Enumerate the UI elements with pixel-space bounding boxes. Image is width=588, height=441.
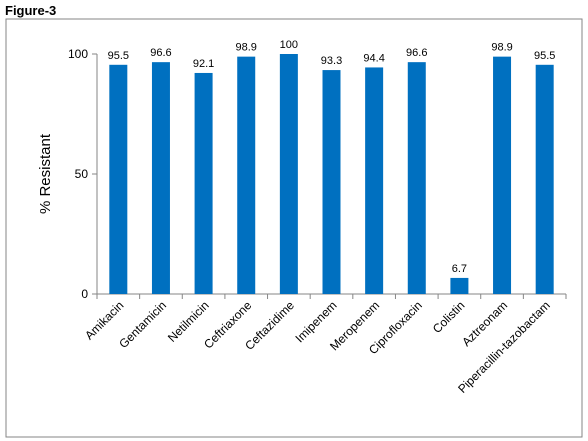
data-label: 96.6 [150,47,171,59]
data-label: 93.3 [321,55,342,67]
bars [109,54,554,295]
data-label: 94.4 [363,52,384,64]
bar [450,277,469,294]
data-label: 98.9 [236,42,257,54]
bar [407,62,426,294]
y-axis: 0 50 100 [68,47,98,301]
data-label: 95.5 [534,50,555,62]
y-tick-label: 100 [68,47,88,61]
bar [493,56,512,294]
data-label: 92.1 [193,58,214,70]
data-label: 6.7 [452,263,467,275]
bar [322,70,341,294]
bar [535,64,554,294]
data-labels: 95.5 96.6 92.1 98.9 100 93.3 94.4 96.6 6.7 98.9 95… [108,39,556,275]
data-label: 96.6 [406,47,427,59]
y-tick-label: 0 [81,287,88,301]
data-label: 100 [280,39,298,51]
data-label: 95.5 [108,50,129,62]
bar [109,64,128,294]
y-tick-label: 50 [75,167,89,181]
bar [365,67,384,294]
bar [237,56,256,294]
data-label: 98.9 [491,42,512,54]
y-axis-label: % Resistant [37,133,54,214]
figure-label: Figure-3 [5,3,57,18]
bar [151,62,170,294]
bar [279,54,298,294]
bar [194,72,213,295]
